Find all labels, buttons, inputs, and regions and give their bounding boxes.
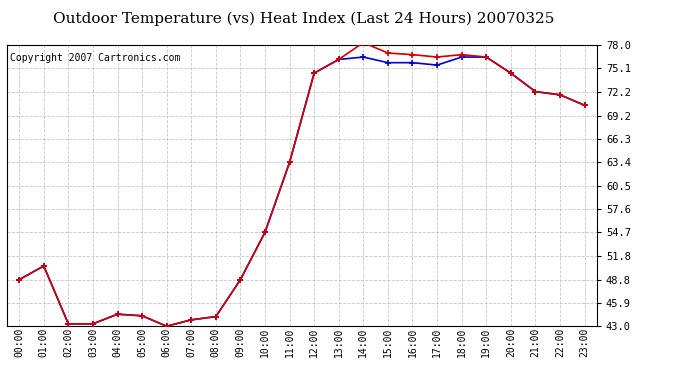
Text: Copyright 2007 Cartronics.com: Copyright 2007 Cartronics.com: [10, 54, 180, 63]
Text: Outdoor Temperature (vs) Heat Index (Last 24 Hours) 20070325: Outdoor Temperature (vs) Heat Index (Las…: [53, 11, 554, 26]
